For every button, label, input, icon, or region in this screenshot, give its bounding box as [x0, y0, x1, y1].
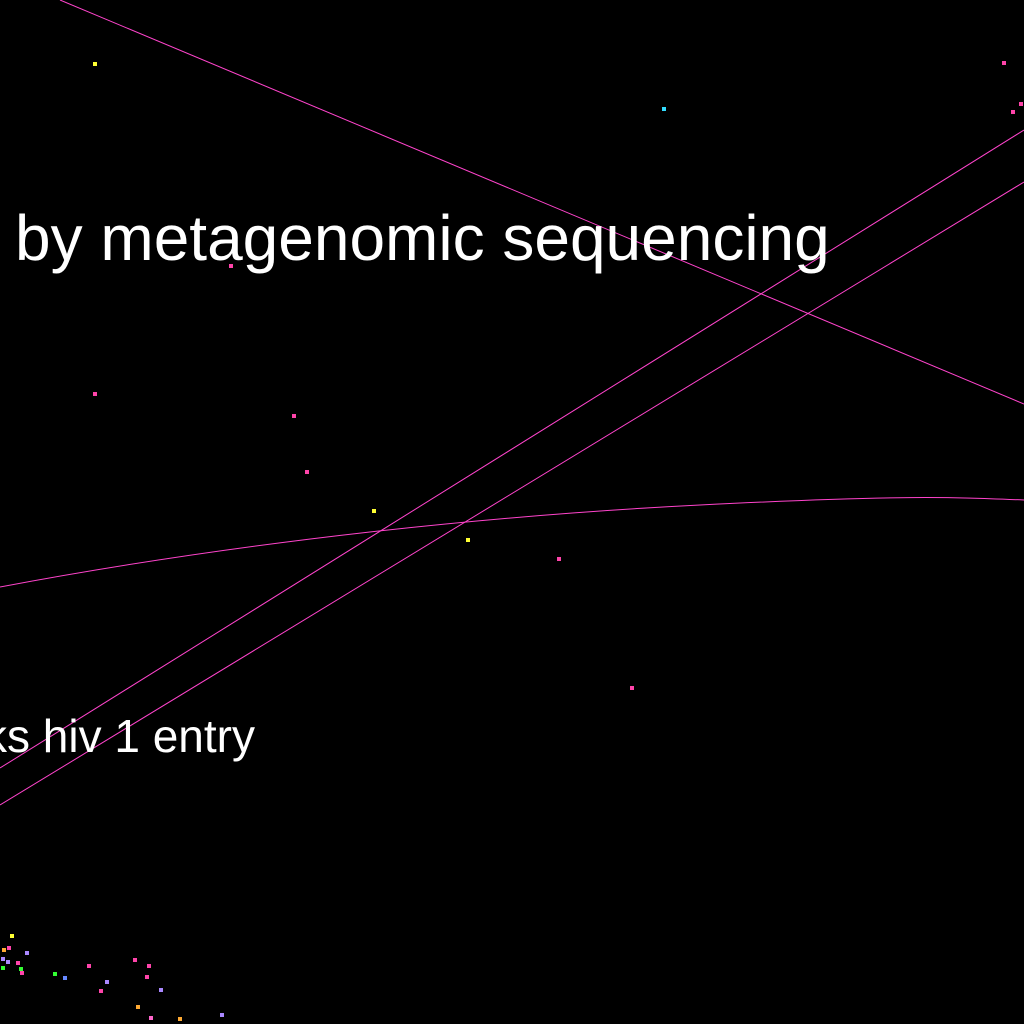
connection-line	[59, 0, 1024, 405]
data-point	[147, 964, 151, 968]
topic-label: by metagenomic sequencing	[15, 202, 830, 274]
connection-line	[0, 497, 1024, 588]
data-point	[305, 470, 309, 474]
data-point	[1019, 102, 1023, 106]
data-point	[16, 961, 20, 965]
data-point	[145, 975, 149, 979]
data-point	[133, 958, 137, 962]
data-point	[662, 107, 666, 111]
data-point	[292, 414, 296, 418]
data-point	[1, 966, 5, 970]
data-point	[87, 964, 91, 968]
data-point	[93, 392, 97, 396]
data-point	[53, 972, 57, 976]
data-point	[99, 989, 103, 993]
connection-lines	[0, 0, 1024, 806]
topic-label: ks hiv 1 entry	[0, 710, 255, 762]
data-point	[466, 538, 470, 542]
data-point	[1011, 110, 1015, 114]
data-point	[178, 1017, 182, 1021]
data-point	[105, 980, 109, 984]
data-point	[372, 509, 376, 513]
data-point	[159, 988, 163, 992]
data-point	[20, 971, 24, 975]
data-point	[1, 957, 5, 961]
data-point	[19, 967, 23, 971]
data-point	[10, 934, 14, 938]
data-point	[149, 1016, 153, 1020]
data-point	[220, 1013, 224, 1017]
data-point	[229, 264, 233, 268]
data-point	[63, 976, 67, 980]
data-point	[2, 948, 6, 952]
data-point	[25, 951, 29, 955]
data-points	[1, 61, 1023, 1021]
connection-line	[0, 181, 1024, 806]
data-point	[136, 1005, 140, 1009]
data-point	[557, 557, 561, 561]
data-point	[1002, 61, 1006, 65]
data-point	[6, 960, 10, 964]
connection-line	[0, 129, 1024, 769]
data-point	[630, 686, 634, 690]
data-point	[7, 946, 11, 950]
data-point	[93, 62, 97, 66]
